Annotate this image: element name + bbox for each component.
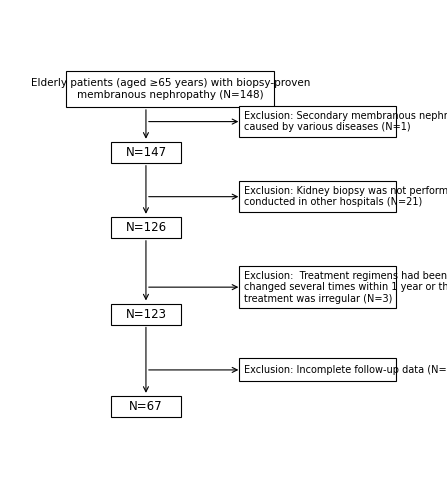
FancyBboxPatch shape xyxy=(239,106,396,137)
Text: N=126: N=126 xyxy=(125,221,167,234)
Text: Exclusion:  Treatment regimens had been
changed several times within 1 year or t: Exclusion: Treatment regimens had been c… xyxy=(244,270,447,304)
FancyBboxPatch shape xyxy=(66,70,274,107)
Text: N=147: N=147 xyxy=(125,146,167,159)
Text: N=123: N=123 xyxy=(126,308,166,320)
FancyBboxPatch shape xyxy=(111,217,181,238)
FancyBboxPatch shape xyxy=(111,396,181,417)
FancyBboxPatch shape xyxy=(239,182,396,212)
FancyBboxPatch shape xyxy=(111,142,181,163)
Text: Exclusion: Incomplete follow-up data (N=56): Exclusion: Incomplete follow-up data (N=… xyxy=(244,365,447,375)
FancyBboxPatch shape xyxy=(239,358,396,382)
Text: Exclusion: Kidney biopsy was not performed or
conducted in other hospitals (N=21: Exclusion: Kidney biopsy was not perform… xyxy=(244,186,447,208)
Text: Exclusion: Secondary membranous nephropathy
caused by various diseases (N=1): Exclusion: Secondary membranous nephropa… xyxy=(244,111,447,132)
Text: Elderly patients (aged ≥65 years) with biopsy-proven
membranous nephropathy (N=1: Elderly patients (aged ≥65 years) with b… xyxy=(30,78,310,100)
FancyBboxPatch shape xyxy=(111,304,181,324)
Text: N=67: N=67 xyxy=(129,400,163,413)
FancyBboxPatch shape xyxy=(239,266,396,308)
